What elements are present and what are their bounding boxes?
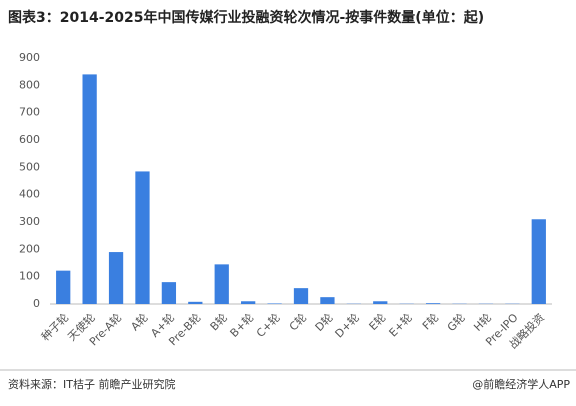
y-tick-label: 100: [19, 270, 40, 283]
bar: [56, 270, 71, 304]
bar: [267, 303, 282, 304]
bar: [425, 303, 441, 304]
bar: [82, 74, 97, 305]
chart-title: 图表3：2014-2025年中国传媒行业投融资轮次情况-按事件数量(单位：起): [8, 9, 484, 26]
source: 资料来源：IT桔子 前瞻产业研究院: [8, 377, 175, 391]
bar: [108, 252, 124, 304]
bar: [531, 219, 546, 304]
credit: @前瞻经济学人APP: [472, 377, 570, 391]
bar: [214, 264, 229, 304]
bar: [320, 297, 335, 304]
y-tick-label: 500: [19, 160, 40, 173]
bar: [161, 282, 177, 304]
y-tick-label: 900: [19, 51, 40, 64]
y-tick-label: 200: [19, 242, 40, 255]
y-tick-label: 400: [19, 188, 40, 201]
bar: [293, 288, 309, 304]
bar: [188, 301, 203, 304]
y-tick-label: 300: [19, 215, 40, 228]
bar: [241, 301, 256, 304]
bar: [373, 301, 388, 304]
y-tick-label: 800: [19, 78, 40, 91]
y-tick-label: 600: [19, 133, 40, 146]
y-tick-label: 0: [33, 297, 40, 310]
bar: [135, 171, 150, 304]
y-tick-label: 700: [19, 106, 40, 119]
